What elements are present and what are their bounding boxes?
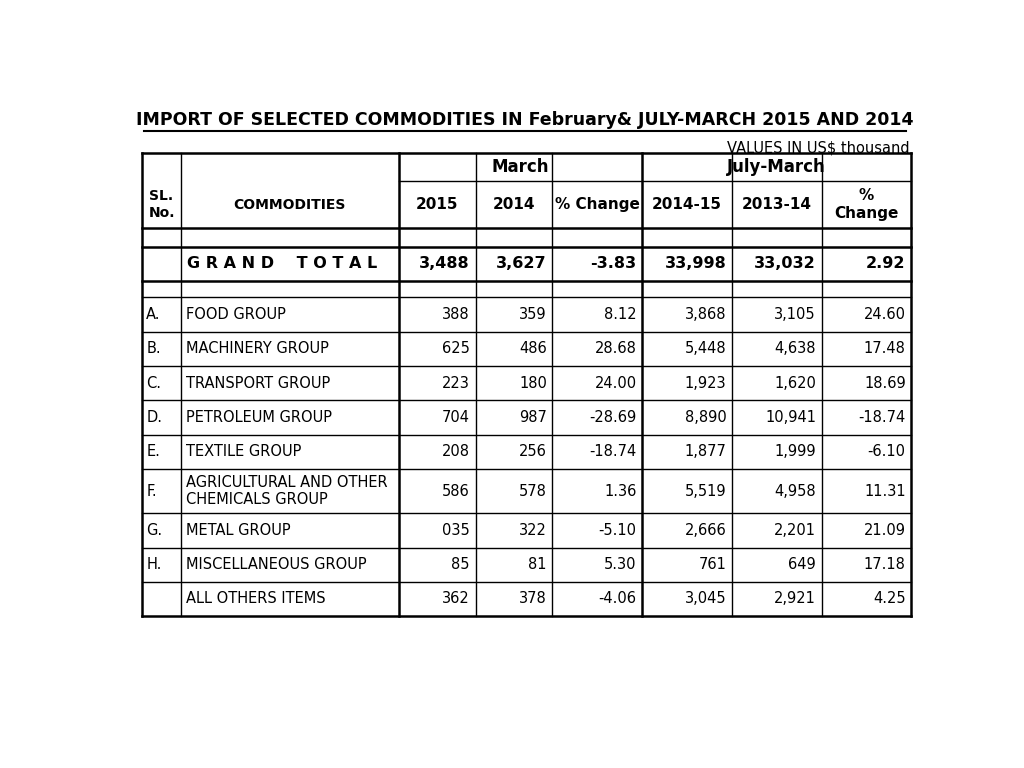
Text: 649: 649 <box>788 557 816 572</box>
Text: 1,877: 1,877 <box>684 444 726 459</box>
Text: TRANSPORT GROUP: TRANSPORT GROUP <box>186 376 331 391</box>
Text: 24.00: 24.00 <box>595 376 637 391</box>
Text: A.: A. <box>146 307 161 322</box>
Text: 987: 987 <box>519 410 547 425</box>
Text: 4,638: 4,638 <box>774 341 816 356</box>
Text: 2,921: 2,921 <box>774 591 816 607</box>
Text: 10,941: 10,941 <box>765 410 816 425</box>
Text: 85: 85 <box>452 557 470 572</box>
Text: 2014-15: 2014-15 <box>652 197 722 212</box>
Text: 3,488: 3,488 <box>420 257 470 271</box>
Text: 2014: 2014 <box>493 197 536 212</box>
Text: 761: 761 <box>698 557 726 572</box>
Text: PETROLEUM GROUP: PETROLEUM GROUP <box>186 410 333 425</box>
Text: 21.09: 21.09 <box>863 523 905 538</box>
Text: IMPORT OF SELECTED COMMODITIES IN February& JULY-MARCH 2015 AND 2014: IMPORT OF SELECTED COMMODITIES IN Februa… <box>136 111 913 129</box>
Text: METAL GROUP: METAL GROUP <box>186 523 291 538</box>
Text: 2013-14: 2013-14 <box>741 197 812 212</box>
Text: 2015: 2015 <box>416 197 459 212</box>
Text: 28.68: 28.68 <box>595 341 637 356</box>
Text: 5,519: 5,519 <box>685 484 726 498</box>
Text: 359: 359 <box>519 307 547 322</box>
Text: 33,998: 33,998 <box>665 257 726 271</box>
Text: 1.36: 1.36 <box>604 484 637 498</box>
Text: MACHINERY GROUP: MACHINERY GROUP <box>186 341 329 356</box>
Text: 81: 81 <box>528 557 547 572</box>
Text: 1,620: 1,620 <box>774 376 816 391</box>
Text: 586: 586 <box>442 484 470 498</box>
Text: 486: 486 <box>519 341 547 356</box>
Text: 388: 388 <box>442 307 470 322</box>
Text: 035: 035 <box>442 523 470 538</box>
Text: D.: D. <box>146 410 162 425</box>
Text: 2,201: 2,201 <box>774 523 816 538</box>
Text: 362: 362 <box>442 591 470 607</box>
Text: -28.69: -28.69 <box>590 410 637 425</box>
Text: % Change: % Change <box>555 197 640 212</box>
Text: 223: 223 <box>442 376 470 391</box>
Text: F.: F. <box>146 484 157 498</box>
Text: 3,105: 3,105 <box>774 307 816 322</box>
Text: -18.74: -18.74 <box>590 444 637 459</box>
Text: 3,045: 3,045 <box>685 591 726 607</box>
Text: -3.83: -3.83 <box>591 257 637 271</box>
Text: 18.69: 18.69 <box>864 376 905 391</box>
Text: 17.18: 17.18 <box>864 557 905 572</box>
Text: 4,958: 4,958 <box>774 484 816 498</box>
Text: -6.10: -6.10 <box>867 444 905 459</box>
Text: AGRICULTURAL AND OTHER
CHEMICALS GROUP: AGRICULTURAL AND OTHER CHEMICALS GROUP <box>186 475 388 507</box>
Text: B.: B. <box>146 341 161 356</box>
Text: 3,868: 3,868 <box>685 307 726 322</box>
Text: 180: 180 <box>519 376 547 391</box>
Text: 378: 378 <box>519 591 547 607</box>
Text: March: March <box>492 158 549 177</box>
Text: TEXTILE GROUP: TEXTILE GROUP <box>186 444 302 459</box>
Text: 3,627: 3,627 <box>497 257 547 271</box>
Text: FOOD GROUP: FOOD GROUP <box>186 307 286 322</box>
Text: 1,999: 1,999 <box>774 444 816 459</box>
Text: E.: E. <box>146 444 160 459</box>
Text: C.: C. <box>146 376 161 391</box>
Text: 33,032: 33,032 <box>755 257 816 271</box>
Text: 24.60: 24.60 <box>863 307 905 322</box>
Text: 17.48: 17.48 <box>864 341 905 356</box>
Text: COMMODITIES: COMMODITIES <box>233 197 346 211</box>
Text: 2,666: 2,666 <box>685 523 726 538</box>
Text: SL.
No.: SL. No. <box>148 190 175 220</box>
Text: 322: 322 <box>519 523 547 538</box>
Text: 4.25: 4.25 <box>873 591 905 607</box>
Text: 1,923: 1,923 <box>685 376 726 391</box>
Text: MISCELLANEOUS GROUP: MISCELLANEOUS GROUP <box>186 557 367 572</box>
Text: ALL OTHERS ITEMS: ALL OTHERS ITEMS <box>186 591 326 607</box>
Text: 578: 578 <box>519 484 547 498</box>
Text: VALUES IN US$ thousand: VALUES IN US$ thousand <box>727 141 909 156</box>
Text: 8.12: 8.12 <box>604 307 637 322</box>
Text: -18.74: -18.74 <box>858 410 905 425</box>
Text: 208: 208 <box>442 444 470 459</box>
Text: %
Change: % Change <box>835 188 899 220</box>
Text: 2.92: 2.92 <box>866 257 905 271</box>
Text: 11.31: 11.31 <box>864 484 905 498</box>
Text: G R A N D    T O T A L: G R A N D T O T A L <box>187 257 377 271</box>
Text: 256: 256 <box>519 444 547 459</box>
Text: 5.30: 5.30 <box>604 557 637 572</box>
Text: -5.10: -5.10 <box>599 523 637 538</box>
Text: 625: 625 <box>442 341 470 356</box>
Text: July-March: July-March <box>727 158 826 177</box>
Text: -4.06: -4.06 <box>599 591 637 607</box>
Text: H.: H. <box>146 557 162 572</box>
Text: 8,890: 8,890 <box>685 410 726 425</box>
Text: 704: 704 <box>442 410 470 425</box>
Text: G.: G. <box>146 523 163 538</box>
Text: 5,448: 5,448 <box>685 341 726 356</box>
